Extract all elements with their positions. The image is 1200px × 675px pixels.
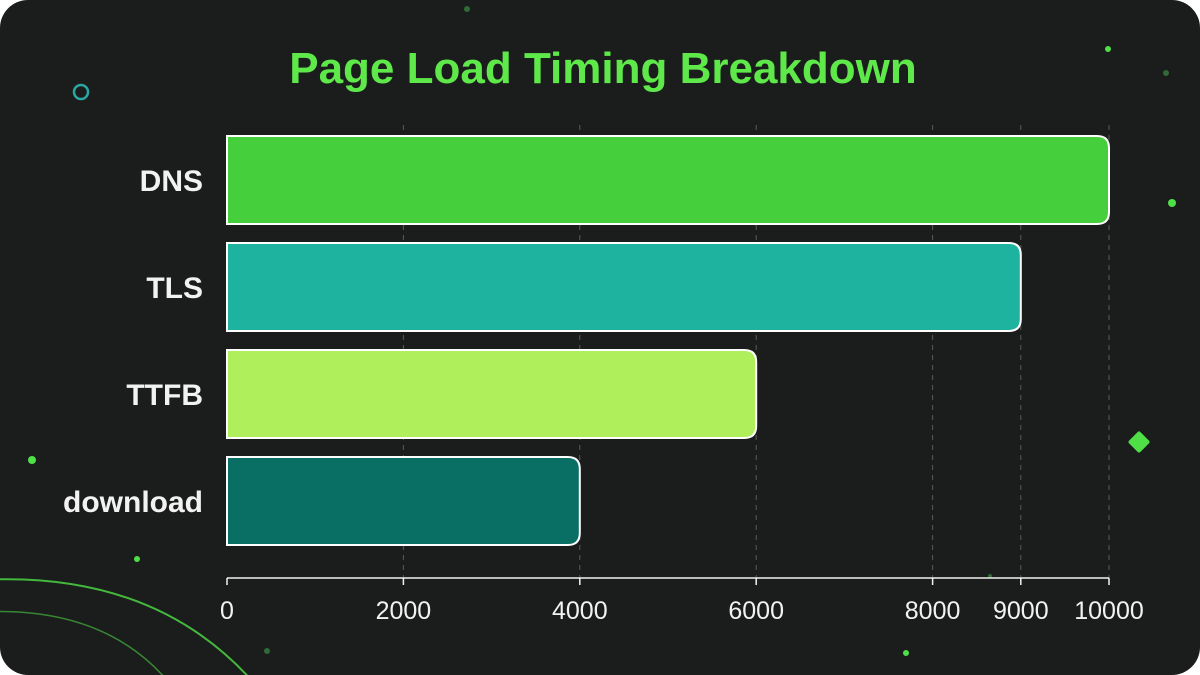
x-tick-label: 2000 <box>376 597 432 625</box>
category-label: TLS <box>146 272 203 305</box>
category-labels: DNS TLS TTFB download <box>63 165 203 519</box>
category-label: DNS <box>140 165 203 198</box>
dot-decoration <box>28 456 36 464</box>
bar-tls <box>226 242 1022 332</box>
dot-decoration <box>1163 70 1169 76</box>
x-tick-label: 10000 <box>1074 597 1144 625</box>
x-tick-label: 0 <box>220 597 234 625</box>
bar-dns <box>226 135 1110 225</box>
dot-decoration <box>134 556 140 562</box>
x-tick-label: 8000 <box>905 597 961 625</box>
dot-decoration <box>464 6 470 12</box>
category-label: TTFB <box>126 379 203 412</box>
bar-download <box>226 456 581 546</box>
dot-decoration <box>988 574 992 578</box>
category-label: download <box>63 486 203 519</box>
arc-decoration <box>0 578 249 675</box>
x-tick-label: 4000 <box>552 597 608 625</box>
dot-decoration <box>903 650 909 656</box>
diamond-decoration <box>1128 431 1150 453</box>
arc-decoration <box>0 610 164 675</box>
bar-ttfb <box>226 349 758 439</box>
background-decorations <box>0 6 1176 675</box>
bars <box>226 135 1110 546</box>
x-tick-label: 6000 <box>728 597 784 625</box>
x-tick-label: 9000 <box>993 597 1049 625</box>
dot-decoration <box>1168 199 1176 207</box>
dot-decoration <box>264 648 270 654</box>
chart-title: Page Load Timing Breakdown <box>289 44 917 93</box>
dot-decoration <box>1105 46 1111 52</box>
ring-decoration <box>72 83 90 101</box>
x-axis: 0 2000 4000 6000 8000 9000 10000 <box>220 577 1144 625</box>
